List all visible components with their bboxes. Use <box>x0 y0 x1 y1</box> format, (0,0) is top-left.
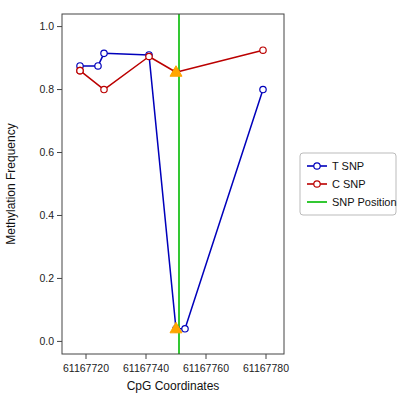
y-tick <box>57 89 62 90</box>
triangle-marker <box>170 322 182 333</box>
x-tick <box>266 354 267 359</box>
y-tick-label: 0.4 <box>39 209 54 221</box>
point-marker <box>182 326 188 332</box>
x-tick-label: 61167760 <box>183 362 229 374</box>
legend-marker <box>314 181 320 187</box>
y-tick <box>57 215 62 216</box>
x-tick <box>146 354 147 359</box>
y-tick-label: 1.0 <box>39 20 54 32</box>
x-axis-label: CpG Coordinates <box>127 379 220 393</box>
legend-box <box>300 153 396 215</box>
point-marker <box>146 53 152 59</box>
x-tick <box>86 354 87 359</box>
series-line <box>80 53 263 328</box>
y-tick-label: 0.2 <box>39 272 54 284</box>
legend: T SNP C SNP SNP Position <box>300 153 397 215</box>
axes: 61167720 61167740 61167760 61167780 0.0 0.2 0.… <box>39 20 289 374</box>
point-marker <box>101 50 107 56</box>
y-tick-label: 0.0 <box>39 335 54 347</box>
x-tick-label: 61167720 <box>63 362 109 374</box>
legend-label: SNP Position <box>332 196 397 208</box>
point-marker <box>77 67 83 73</box>
y-tick <box>57 341 62 342</box>
point-marker <box>101 86 107 92</box>
y-tick <box>57 152 62 153</box>
plot-data <box>77 14 266 354</box>
triangle-marker <box>170 66 182 77</box>
plot-background <box>62 14 284 354</box>
chart: 61167720 61167740 61167760 61167780 0.0 0.2 0.… <box>0 0 400 400</box>
y-tick-label: 0.8 <box>39 83 54 95</box>
legend-label: T SNP <box>332 160 364 172</box>
point-marker <box>77 67 83 73</box>
plot-frame <box>62 14 284 354</box>
y-tick-label: 0.6 <box>39 146 54 158</box>
y-axis-label: Methylation Frequency <box>4 123 18 244</box>
x-tick-label: 61167780 <box>243 362 289 374</box>
point-marker <box>95 63 101 69</box>
legend-swatch <box>307 201 327 203</box>
x-tick-label: 61167740 <box>123 362 169 374</box>
y-tick <box>57 278 62 279</box>
vertical-line <box>178 14 180 354</box>
point-marker <box>260 86 266 92</box>
point-marker <box>260 47 266 53</box>
x-tick <box>206 354 207 359</box>
series-line <box>80 50 263 89</box>
y-tick <box>57 26 62 27</box>
legend-marker <box>314 163 320 169</box>
legend-label: C SNP <box>332 178 366 190</box>
